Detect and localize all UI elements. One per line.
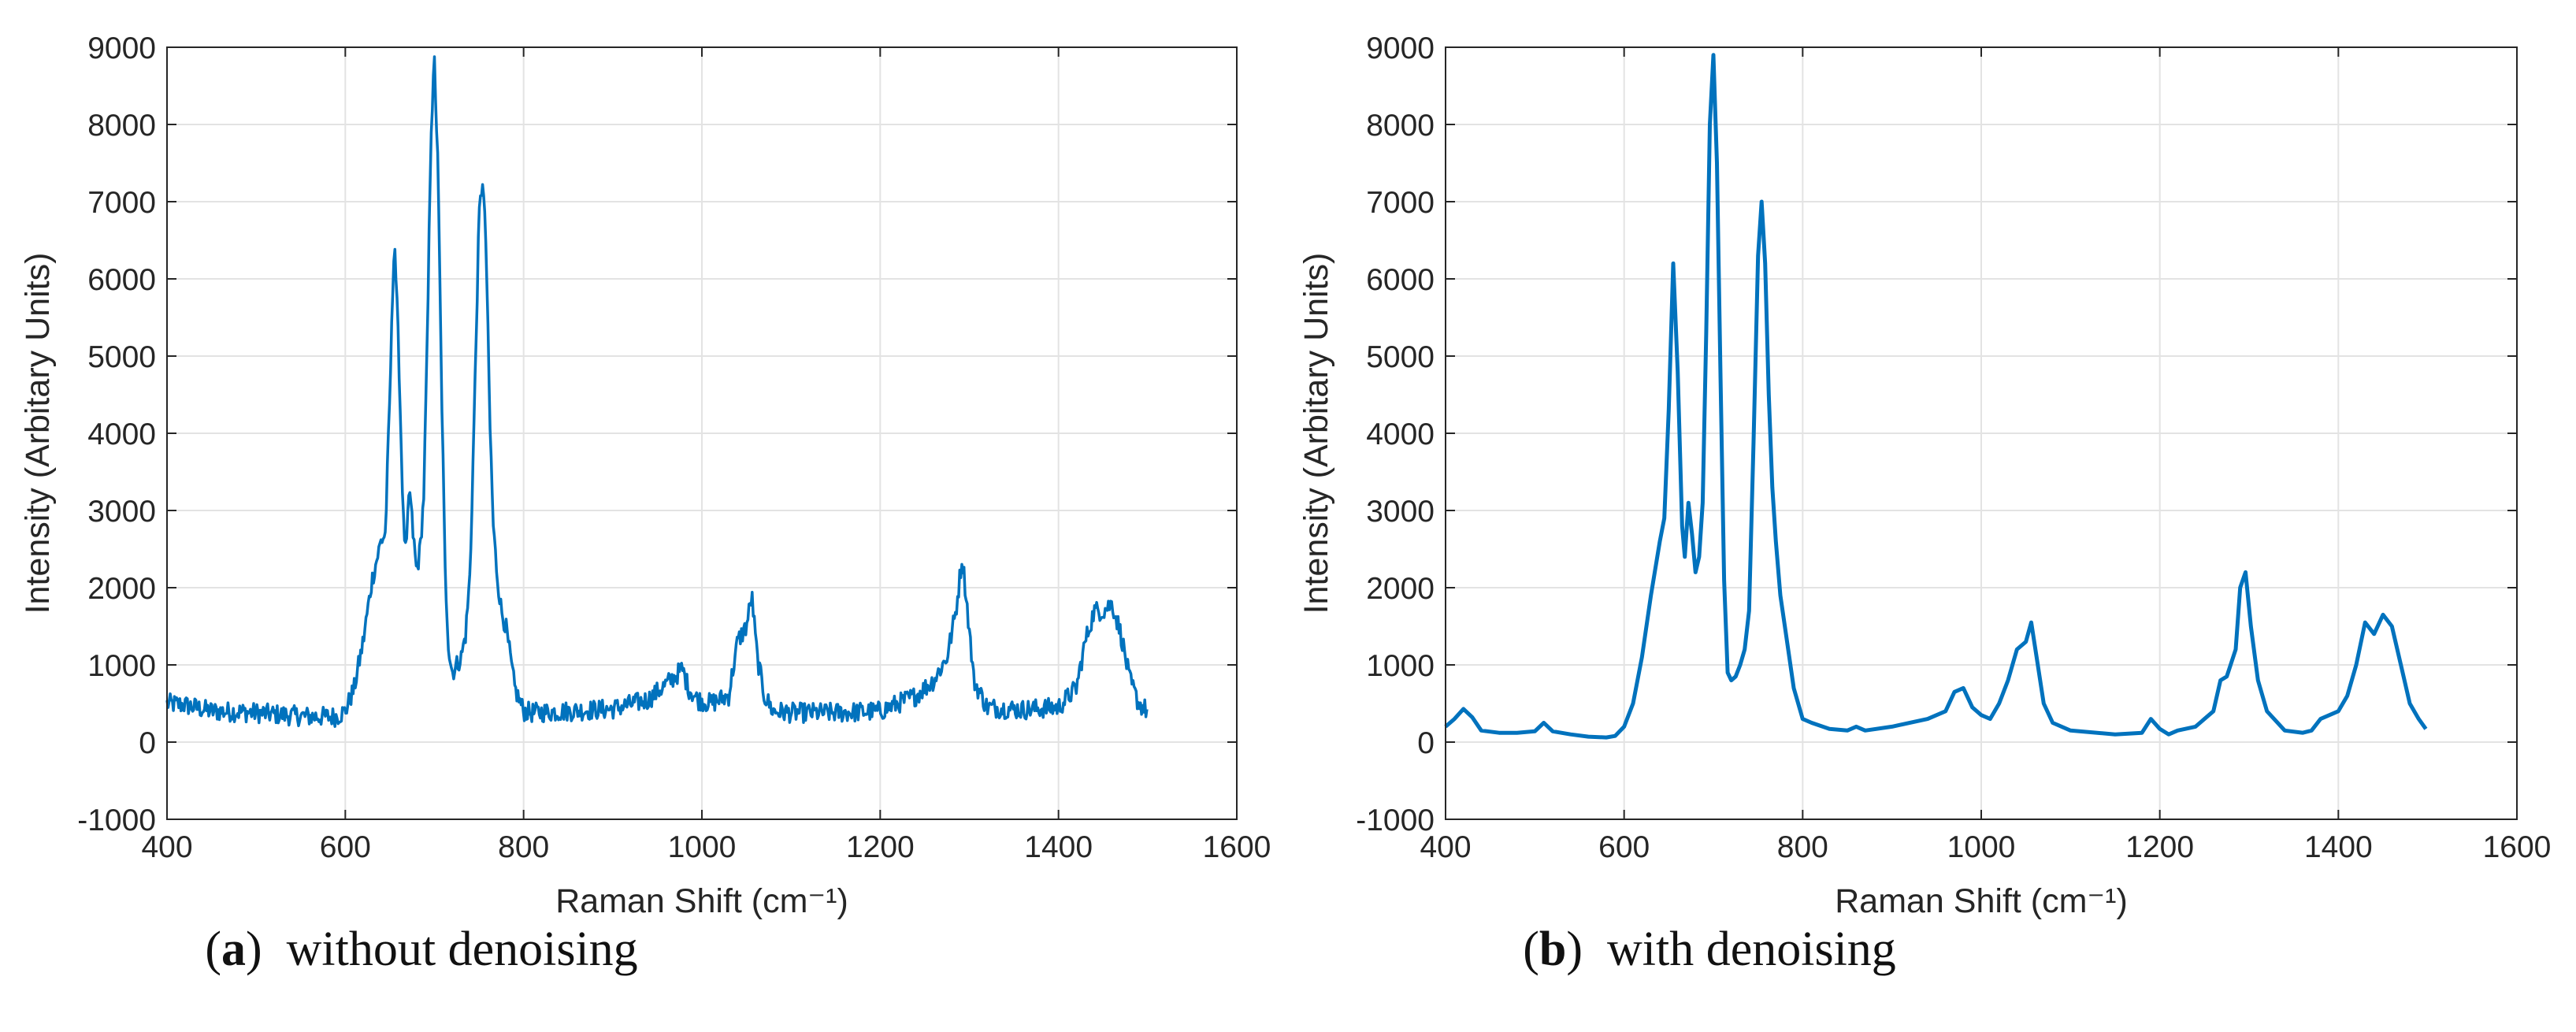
x-axis-label: Raman Shift (cm⁻¹)	[555, 882, 848, 920]
y-axis-label: Intensity (Arbitary Units)	[19, 253, 57, 614]
y-tick-label: 3000	[1366, 495, 1435, 529]
y-tick-label: 2000	[1366, 572, 1435, 606]
x-tick-label: 1400	[1024, 830, 1093, 864]
x-tick-label: 400	[1420, 830, 1471, 864]
chart-panel-a: 400 600 800 1000 1200 1400 1600 -1000 0 1000 2000 3…	[19, 32, 1271, 920]
y-tick-label: 8000	[1366, 109, 1435, 143]
y-tick-label: 6000	[87, 263, 156, 297]
y-tick-label: 4000	[87, 418, 156, 451]
series-line	[165, 55, 1149, 728]
x-tick-label: 1600	[1203, 830, 1271, 864]
x-tick-label: 600	[320, 830, 371, 864]
y-tick-label: 6000	[1366, 263, 1435, 297]
y-tick-label: 2000	[87, 572, 156, 606]
y-tick-label: 1000	[87, 649, 156, 683]
caption-b: (b) with denoising	[1523, 922, 1896, 976]
y-axis-label: Intensity (Arbitary Units)	[1297, 253, 1335, 614]
y-tick-label: 5000	[1366, 340, 1435, 374]
x-axis-label: Raman Shift (cm⁻¹)	[1835, 882, 2128, 920]
y-tick-label: -1000	[77, 804, 156, 837]
y-tick-label: 9000	[87, 32, 156, 65]
x-tick-label: 800	[498, 830, 549, 864]
x-tick-label: 800	[1777, 830, 1828, 864]
panel-label-a: a	[221, 922, 246, 976]
caption-a: (a) without denoising	[205, 922, 638, 976]
y-tick-label: 9000	[1366, 32, 1435, 65]
y-tick-label: 7000	[1366, 186, 1435, 220]
x-tick-label: 1000	[1947, 830, 2016, 864]
x-tick-label: 1400	[2304, 830, 2373, 864]
caption-text-b: with denoising	[1606, 922, 1896, 976]
y-tick-label: 4000	[1366, 418, 1435, 451]
caption-text-a: without denoising	[286, 922, 638, 976]
y-tick-label: 8000	[87, 109, 156, 143]
y-tick-label: 0	[139, 726, 156, 760]
x-tick-label: 1200	[846, 830, 915, 864]
chart-panel-b: 400 600 800 1000 1200 1400 1600 -1000 0 1000 2000 3…	[1297, 32, 2551, 920]
x-tick-label: 600	[1598, 830, 1650, 864]
y-tick-label: 7000	[87, 186, 156, 220]
x-tick-label: 1000	[668, 830, 737, 864]
x-tick-label: 1200	[2125, 830, 2194, 864]
y-tick-label: 5000	[87, 340, 156, 374]
x-tick-label: 1600	[2483, 830, 2552, 864]
panel-label-b: b	[1539, 922, 1567, 976]
x-tick-label: 400	[141, 830, 192, 864]
y-tick-label: -1000	[1356, 804, 1435, 837]
y-tick-label: 1000	[1366, 649, 1435, 683]
y-tick-label: 3000	[87, 495, 156, 529]
series-line	[1444, 53, 2428, 740]
y-tick-label: 0	[1417, 726, 1435, 760]
